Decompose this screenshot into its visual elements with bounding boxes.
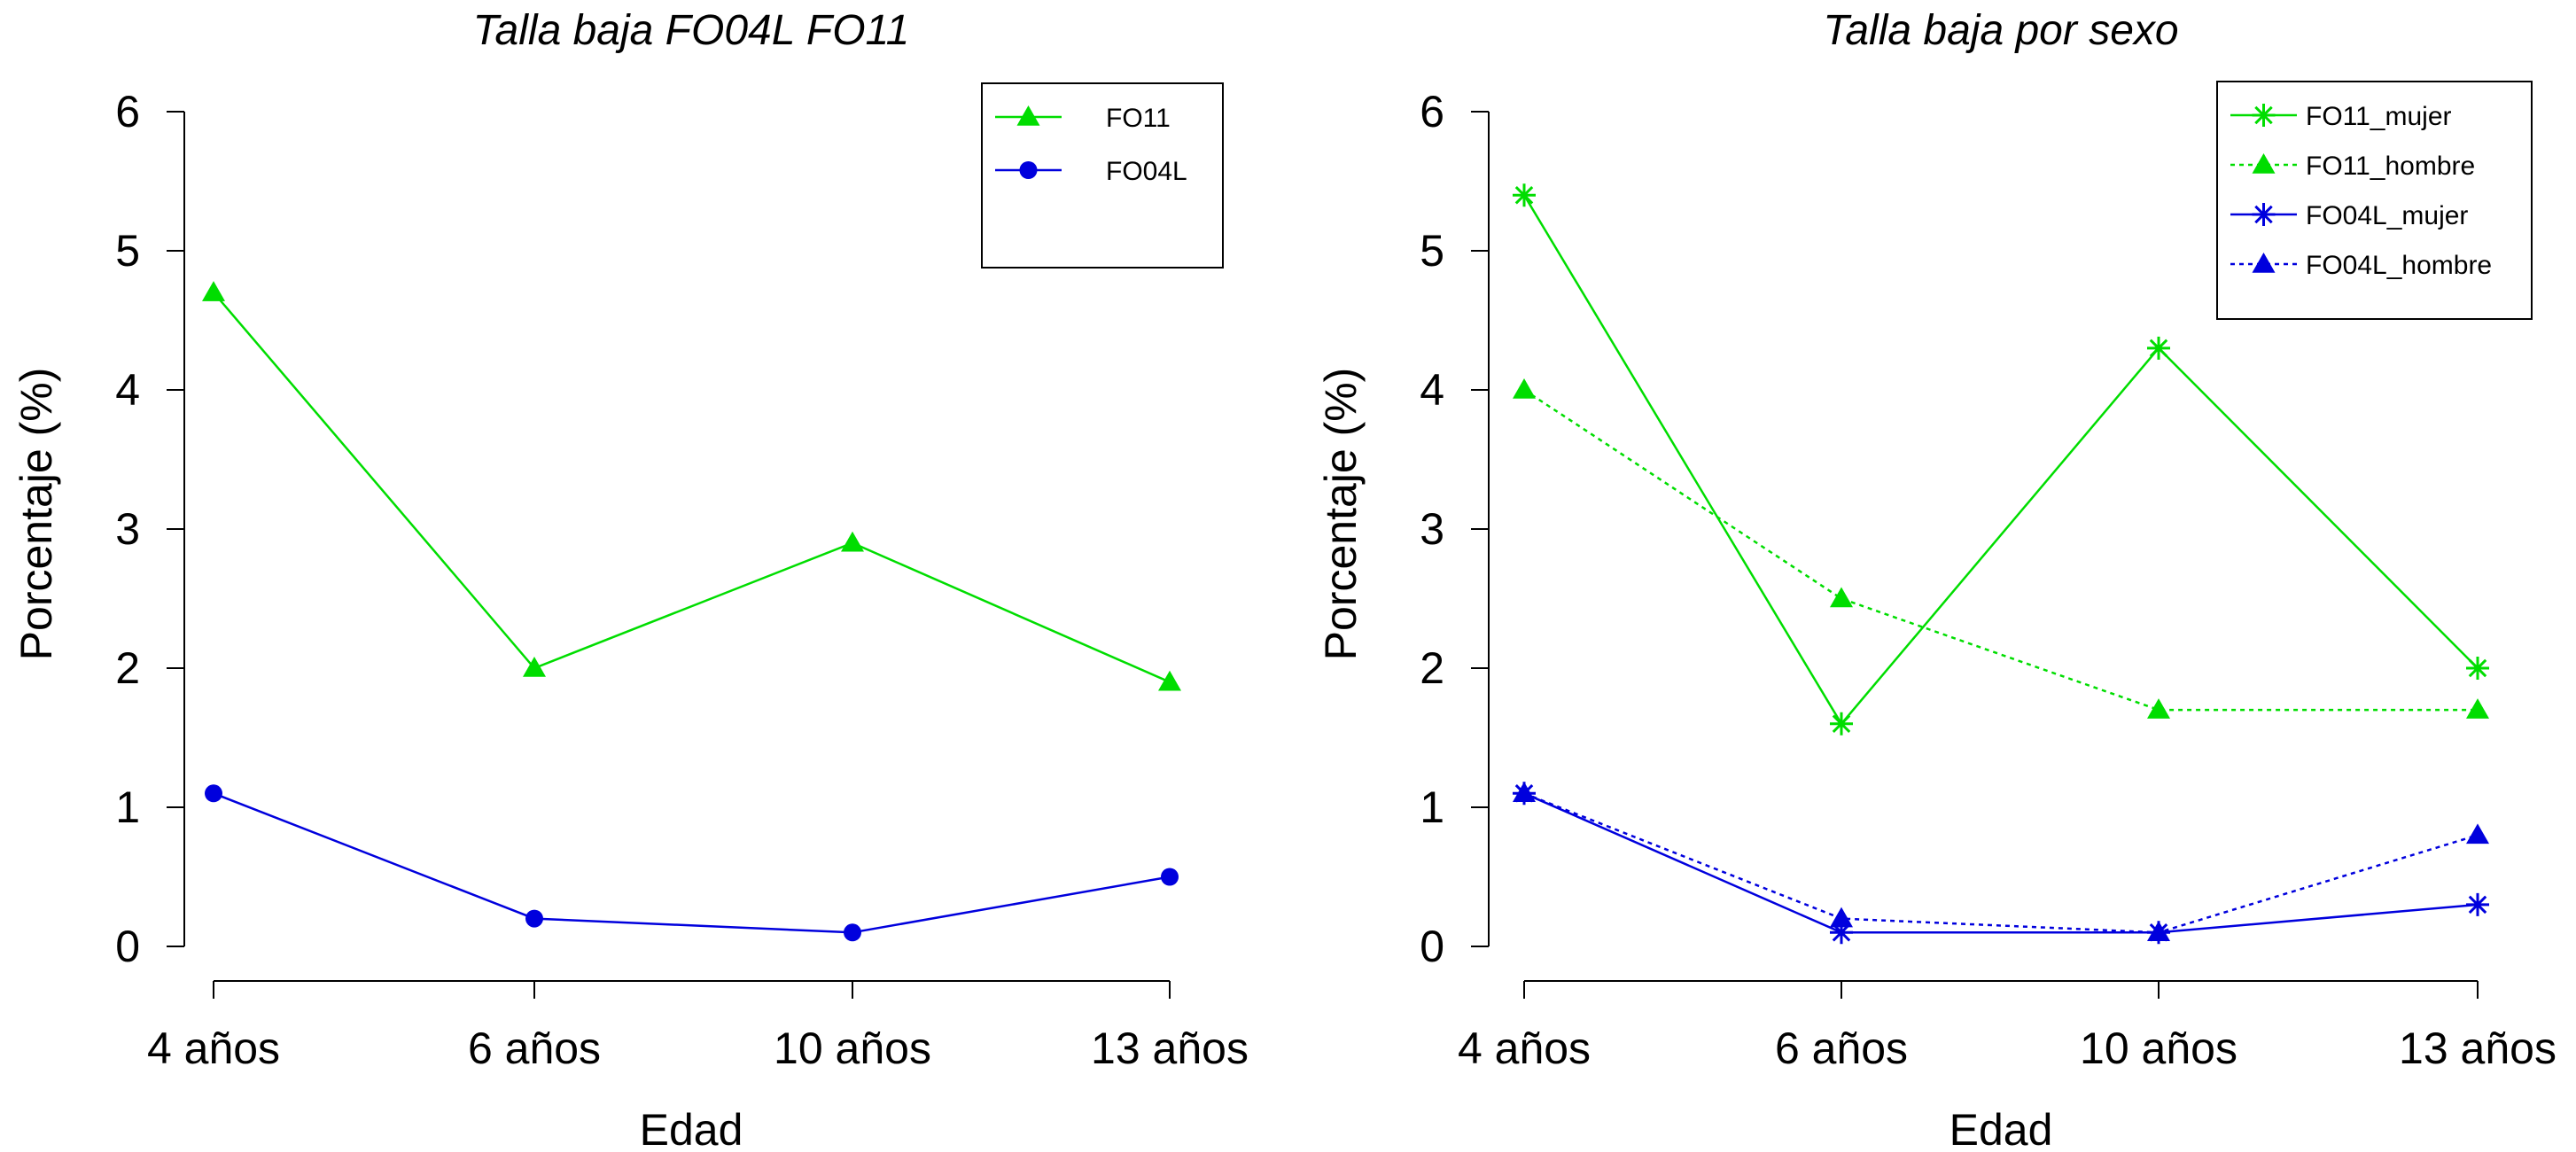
chart-panel-2: Talla baja por sexo 0 1 2 3 4 5 6 Porcentaje (%)… <box>1316 7 2557 1152</box>
legend-marker <box>2252 253 2276 273</box>
data-point <box>2466 823 2489 845</box>
chart-title: Talla baja FO04L FO11 <box>473 7 910 54</box>
y-tick-label: 1 <box>1420 782 1444 832</box>
legend-marker <box>2252 203 2276 226</box>
data-point <box>523 657 546 677</box>
series-FO04L_mujer <box>1513 782 2489 945</box>
series-FO11_mujer <box>1513 183 2489 736</box>
y-axis-label: Porcentaje (%) <box>12 368 61 661</box>
data-point <box>2147 336 2170 360</box>
series-line <box>213 292 1171 683</box>
legend-label: FO11 <box>1106 104 1171 133</box>
y-tick-label: 6 <box>1420 87 1444 136</box>
series-line <box>213 792 1171 934</box>
series-FO11 <box>202 281 1181 691</box>
y-tick-label: 2 <box>1420 643 1444 693</box>
legend: FO11_mujer FO11_hombre FO04L_mujer FO04L_ho… <box>2216 81 2533 320</box>
y-tick-label: 6 <box>115 87 140 136</box>
series-FO04L_hombre <box>1513 782 2489 942</box>
y-tick-label: 4 <box>115 365 140 415</box>
x-tick-label: 13 años <box>1091 1024 1249 1073</box>
data-point <box>1513 782 1536 803</box>
y-tick-label: 5 <box>1420 226 1444 276</box>
legend-marker <box>2252 104 2276 127</box>
series-FO04L <box>205 784 1179 942</box>
y-tick-label: 0 <box>115 922 140 971</box>
series-line <box>1523 792 2479 934</box>
data-point <box>1161 868 1179 886</box>
y-tick-label: 3 <box>115 504 140 554</box>
x-tick-label: 10 años <box>774 1024 931 1073</box>
data-point <box>2466 657 2489 680</box>
data-point <box>525 909 543 928</box>
legend-label: FO04L_hombre <box>2306 251 2492 280</box>
data-point <box>2147 921 2170 942</box>
series-line <box>1522 194 2479 726</box>
legend-label: FO04L <box>1106 157 1187 186</box>
x-tick-label: 6 años <box>1775 1024 1908 1073</box>
x-tick-label: 13 años <box>2399 1024 2557 1073</box>
x-axis-label: Edad <box>640 1105 743 1152</box>
y-tick-label: 1 <box>115 782 140 832</box>
legend-label: FO11_hombre <box>2306 152 2475 181</box>
y-tick-label: 4 <box>1420 365 1444 415</box>
x-axis-label: Edad <box>1950 1105 2053 1152</box>
data-point <box>205 784 222 803</box>
data-point <box>2147 698 2170 719</box>
legend-marker <box>2252 153 2276 174</box>
data-point <box>1513 183 1536 207</box>
legend: FO11 FO04L <box>981 82 1224 269</box>
chart-panel-1: Talla baja FO04L FO11 0 1 2 3 4 5 6 Porcentaje (… <box>12 7 1249 1152</box>
legend-marker <box>1019 161 1038 179</box>
data-point <box>844 923 861 942</box>
data-point <box>2466 698 2489 719</box>
series-FO11_hombre <box>1513 378 2489 719</box>
legend-marker <box>1016 105 1040 126</box>
data-point <box>202 281 225 301</box>
data-point <box>1830 712 1853 736</box>
data-point <box>1158 670 1181 691</box>
series-line <box>1523 792 2479 934</box>
data-point <box>1830 907 1853 928</box>
legend-label: FO04L_mujer <box>2306 201 2468 230</box>
y-tick-label: 0 <box>1420 922 1444 971</box>
y-tick-label: 5 <box>115 226 140 276</box>
x-tick-label: 10 años <box>2080 1024 2237 1073</box>
x-tick-label: 4 años <box>1458 1024 1591 1073</box>
x-tick-label: 4 años <box>147 1024 280 1073</box>
chart-title: Talla baja por sexo <box>1823 7 2178 54</box>
data-point <box>1830 921 1853 945</box>
y-axis-label: Porcentaje (%) <box>1316 368 1366 661</box>
series-line <box>1523 388 2478 712</box>
x-tick-label: 6 años <box>468 1024 601 1073</box>
data-point <box>1830 587 1853 608</box>
y-tick-label: 2 <box>115 643 140 693</box>
data-point <box>841 531 864 552</box>
y-tick-label: 3 <box>1420 504 1444 554</box>
legend-label: FO11_mujer <box>2306 102 2452 131</box>
data-point <box>1513 378 1536 399</box>
data-point <box>2466 892 2489 916</box>
